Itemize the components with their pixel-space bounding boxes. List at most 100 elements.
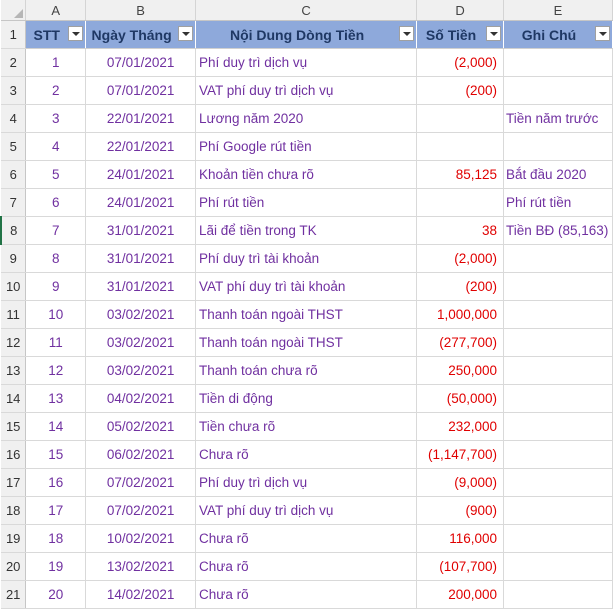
row-number[interactable]: 12 xyxy=(1,328,27,357)
cell-note[interactable] xyxy=(503,412,613,441)
cell-note[interactable] xyxy=(503,552,613,581)
cell-content[interactable]: Chưa rõ xyxy=(195,524,418,553)
filter-dropdown-icon[interactable] xyxy=(68,26,84,41)
row-number[interactable]: 14 xyxy=(1,384,27,413)
cell-note[interactable] xyxy=(503,468,613,497)
row-number[interactable]: 18 xyxy=(1,496,27,525)
cell-date[interactable]: 14/02/2021 xyxy=(85,580,197,609)
cell-date[interactable]: 07/01/2021 xyxy=(85,76,197,105)
cell-amount[interactable]: (50,000) xyxy=(416,384,505,413)
cell-note[interactable] xyxy=(503,244,613,273)
cell-stt[interactable]: 1 xyxy=(25,48,87,77)
cell-note[interactable] xyxy=(503,272,613,301)
header-date[interactable]: Ngày Tháng xyxy=(85,20,197,49)
cell-note[interactable] xyxy=(503,384,613,413)
row-number[interactable]: 4 xyxy=(1,104,27,133)
cell-date[interactable]: 24/01/2021 xyxy=(85,160,197,189)
cell-stt[interactable]: 5 xyxy=(25,160,87,189)
cell-stt[interactable]: 3 xyxy=(25,104,87,133)
cell-amount[interactable]: (200) xyxy=(416,272,505,301)
cell-stt[interactable]: 2 xyxy=(25,76,87,105)
cell-content[interactable]: Thanh toán ngoài THST xyxy=(195,300,418,329)
cell-stt[interactable]: 14 xyxy=(25,412,87,441)
row-number[interactable]: 19 xyxy=(1,524,27,553)
cell-stt[interactable]: 17 xyxy=(25,496,87,525)
cell-content[interactable]: Tiền chưa rõ xyxy=(195,412,418,441)
cell-content[interactable]: Phí duy trì tài khoản xyxy=(195,244,418,273)
select-all-corner[interactable] xyxy=(1,0,27,21)
cell-stt[interactable]: 16 xyxy=(25,468,87,497)
cell-stt[interactable]: 6 xyxy=(25,188,87,217)
row-number[interactable]: 11 xyxy=(1,300,27,329)
cell-content[interactable]: VAT phí duy trì dịch vụ xyxy=(195,76,418,105)
cell-content[interactable]: Lãi để tiền trong TK xyxy=(195,216,418,245)
filter-dropdown-icon[interactable] xyxy=(486,26,502,41)
cell-content[interactable]: Chưa rõ xyxy=(195,580,418,609)
row-number[interactable]: 6 xyxy=(1,160,27,189)
cell-date[interactable]: 03/02/2021 xyxy=(85,328,197,357)
cell-note[interactable] xyxy=(503,356,613,385)
cell-date[interactable]: 22/01/2021 xyxy=(85,104,197,133)
cell-note[interactable] xyxy=(503,300,613,329)
filter-dropdown-icon[interactable] xyxy=(595,26,610,41)
cell-note[interactable] xyxy=(503,440,613,469)
cell-note[interactable]: Tiền BĐ (85,163) xyxy=(503,216,613,245)
cell-date[interactable]: 31/01/2021 xyxy=(85,244,197,273)
row-number[interactable]: 13 xyxy=(1,356,27,385)
cell-note[interactable] xyxy=(503,524,613,553)
cell-stt[interactable]: 19 xyxy=(25,552,87,581)
row-number[interactable]: 3 xyxy=(1,76,27,105)
cell-stt[interactable]: 10 xyxy=(25,300,87,329)
cell-content[interactable]: Chưa rõ xyxy=(195,552,418,581)
column-letter-b[interactable]: B xyxy=(85,0,197,21)
cell-content[interactable]: Phí duy trì dịch vụ xyxy=(195,468,418,497)
cell-amount[interactable] xyxy=(416,188,505,217)
cell-note[interactable] xyxy=(503,328,613,357)
header-amount[interactable]: Số Tiền xyxy=(416,20,505,49)
cell-amount[interactable]: (2,000) xyxy=(416,244,505,273)
cell-date[interactable]: 06/02/2021 xyxy=(85,440,197,469)
row-number[interactable]: 20 xyxy=(1,552,27,581)
cell-content[interactable]: Phí rút tiền xyxy=(195,188,418,217)
row-number[interactable]: 1 xyxy=(1,20,27,49)
cell-amount[interactable]: (9,000) xyxy=(416,468,505,497)
cell-amount[interactable]: (2,000) xyxy=(416,48,505,77)
cell-content[interactable]: Lương năm 2020 xyxy=(195,104,418,133)
cell-content[interactable]: VAT phí duy trì dịch vụ xyxy=(195,496,418,525)
cell-amount[interactable]: (107,700) xyxy=(416,552,505,581)
cell-stt[interactable]: 9 xyxy=(25,272,87,301)
cell-note[interactable]: Bắt đầu 2020 xyxy=(503,160,613,189)
filter-dropdown-icon[interactable] xyxy=(178,26,194,41)
header-stt[interactable]: STT xyxy=(25,20,87,49)
cell-date[interactable]: 31/01/2021 xyxy=(85,216,197,245)
row-number[interactable]: 9 xyxy=(1,244,27,273)
column-letter-c[interactable]: C xyxy=(195,0,418,21)
cell-stt[interactable]: 15 xyxy=(25,440,87,469)
cell-amount[interactable]: (277,700) xyxy=(416,328,505,357)
cell-content[interactable]: Phí Google rút tiền xyxy=(195,132,418,161)
cell-date[interactable]: 07/02/2021 xyxy=(85,468,197,497)
cell-content[interactable]: Phí duy trì dịch vụ xyxy=(195,48,418,77)
cell-amount[interactable]: 1,000,000 xyxy=(416,300,505,329)
cell-amount[interactable]: 85,125 xyxy=(416,160,505,189)
cell-stt[interactable]: 18 xyxy=(25,524,87,553)
row-number[interactable]: 16 xyxy=(1,440,27,469)
cell-date[interactable]: 10/02/2021 xyxy=(85,524,197,553)
cell-amount[interactable]: 38 xyxy=(416,216,505,245)
cell-note[interactable] xyxy=(503,580,613,609)
cell-amount[interactable]: 250,000 xyxy=(416,356,505,385)
header-content[interactable]: Nội Dung Dòng Tiền xyxy=(195,20,418,49)
row-number[interactable]: 10 xyxy=(1,272,27,301)
cell-content[interactable]: VAT phí duy trì tài khoản xyxy=(195,272,418,301)
cell-note[interactable] xyxy=(503,496,613,525)
row-number[interactable]: 7 xyxy=(1,188,27,217)
cell-amount[interactable] xyxy=(416,104,505,133)
cell-date[interactable]: 05/02/2021 xyxy=(85,412,197,441)
cell-amount[interactable]: (900) xyxy=(416,496,505,525)
column-letter-e[interactable]: E xyxy=(503,0,613,21)
cell-amount[interactable]: 200,000 xyxy=(416,580,505,609)
cell-date[interactable]: 03/02/2021 xyxy=(85,300,197,329)
cell-date[interactable]: 07/01/2021 xyxy=(85,48,197,77)
cell-amount[interactable]: (1,147,700) xyxy=(416,440,505,469)
cell-date[interactable]: 07/02/2021 xyxy=(85,496,197,525)
